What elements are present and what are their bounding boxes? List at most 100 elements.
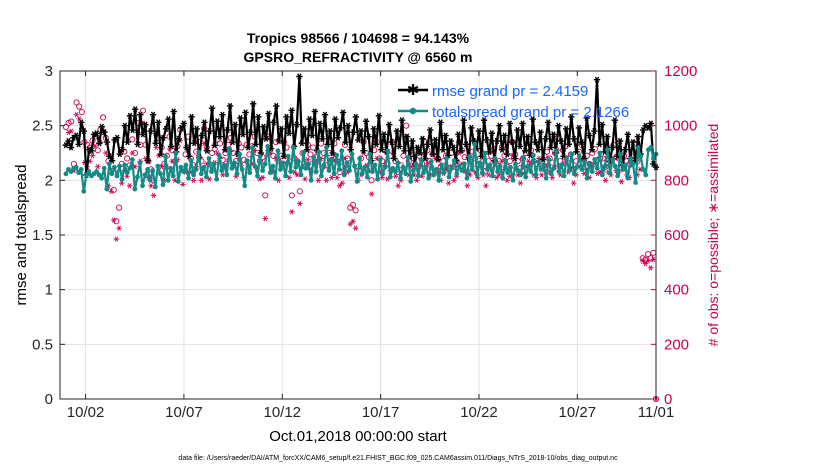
totalspread-point [301,150,306,156]
rmse-star-stroke [194,125,199,133]
rmse-star-stroke [597,141,602,148]
totalspread-point [454,171,460,177]
rmse-point [316,120,324,127]
totalspread-point [331,171,337,177]
totalspread-point [387,174,393,180]
rmse-point [362,118,370,125]
assimilated-obs-point [108,188,114,194]
rmse-star-stroke [140,131,146,138]
totalspread-point [160,182,166,188]
totalspread-point [561,173,567,179]
totalspread-point [306,161,311,167]
rmse-star-stroke [494,137,500,145]
rmse-star-stroke [184,144,189,151]
totalspread-point [416,173,421,179]
rmse-star-stroke [150,111,156,118]
totalspread-point [502,158,508,164]
rmse-point [498,146,506,153]
rmse-star-stroke [479,153,484,160]
rmse-point [221,146,229,153]
rmse-star-stroke [89,147,94,154]
y-right-tick-label: 200 [664,336,689,353]
totalspread-point [181,169,186,174]
y-left-tick-label: 2 [45,172,53,189]
rmse-star-stroke [143,121,148,128]
totalspread-point [316,149,322,155]
assimilated-obs-point [618,179,625,185]
rmse-star-stroke [430,150,436,158]
assimilated-obs-star-stroke [117,225,121,231]
rmse-point [386,121,393,128]
totalspread-point [633,180,638,185]
assimilated-obs-star-stroke [159,164,164,170]
totalspread-point [536,159,541,165]
rmse-point [434,156,442,163]
assimilated-obs-star-stroke [468,172,472,178]
totalspread-point [293,164,299,170]
rmse-point [344,122,352,129]
rmse-star-stroke [189,113,194,121]
possible-obs-point [349,201,357,208]
rmse-point [198,132,206,139]
assimilated-obs-star-stroke [268,150,273,156]
assimilated-obs-star-stroke [646,258,650,264]
assimilated-obs-star-stroke [415,177,419,183]
rmse-point [103,138,111,146]
rmse-star-stroke [243,109,248,116]
rmse-point [129,126,136,134]
assimilated-obs-star-stroke [104,150,108,156]
totalspread-point [101,165,107,171]
totalspread-point [341,172,347,178]
rmse-point [388,138,395,146]
totalspread-point [485,167,490,172]
rmse-star-stroke [107,153,112,160]
rmse-star-stroke [576,124,582,132]
assimilated-obs-star-stroke [191,177,196,183]
rmse-point [563,125,570,133]
rmse-point [550,131,557,138]
rmse-star-stroke [404,133,410,140]
rmse-star-stroke [507,120,513,127]
totalspread-point [242,183,248,189]
rmse-star-stroke [186,153,192,160]
rmse-point [268,145,275,152]
rmse-point [190,140,198,147]
assimilated-obs-point [451,177,457,183]
rmse-spread-series [62,73,660,194]
assimilated-obs-star-stroke [412,172,416,178]
rmse-point [332,115,339,123]
rmse-star-stroke [135,141,140,148]
chart-title-line2: GPSRO_REFRACTIVITY @ 6560 m [244,49,473,65]
rmse-star-stroke [333,115,338,123]
totalspread-point [426,175,432,181]
totalspread-point [533,172,539,178]
rmse-star-stroke [610,144,615,151]
rmse-point [496,122,503,129]
rmse-point [547,144,554,151]
rmse-star-stroke [345,122,351,129]
totalspread-point [112,164,117,170]
totalspread-point [249,145,255,150]
rmse-star-stroke [66,137,71,145]
rmse-star-stroke [230,138,235,146]
assimilated-obs-star-stroke [260,174,265,181]
totalspread-point [638,153,644,159]
assimilated-obs-star-stroke [96,164,100,170]
rmse-point [319,135,326,142]
rmse-star-stroke [530,115,536,123]
rmse-point [278,125,285,133]
y-left-tick-label: 1 [45,282,53,299]
rmse-point [75,141,82,148]
totalspread-point [528,169,534,174]
rmse-point [591,127,598,135]
assimilated-obs-star-stroke [88,158,92,164]
rmse-star-stroke [486,148,492,156]
rmse-star-stroke [168,143,174,150]
totalspread-point [267,170,273,176]
rmse-star-stroke [348,146,353,153]
rmse-point [414,144,421,151]
rmse-point [119,146,126,153]
rmse-point [488,130,495,137]
possible-obs-point [73,99,80,106]
rmse-point [329,149,336,157]
